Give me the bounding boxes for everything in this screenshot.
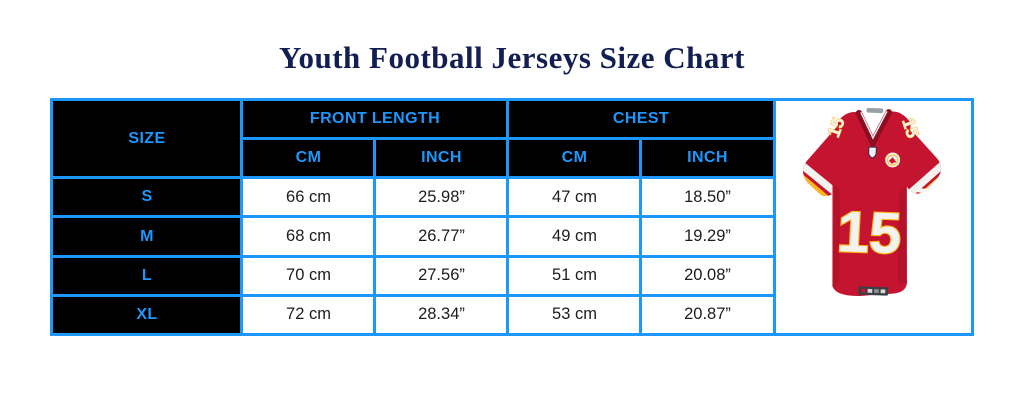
col-header-size: SIZE (50, 97, 244, 180)
col-header-chest: CHEST (506, 97, 776, 141)
jersey-image-cell: 15 15 15 (772, 98, 974, 336)
size-chart-table: SIZE FRONT LENGTH CHEST (50, 97, 974, 337)
chest-inch-value: 20.08” (639, 254, 776, 297)
col-header-chest-cm: CM (506, 137, 643, 180)
chest-cm-value: 53 cm (506, 293, 643, 337)
jock-tag (858, 286, 889, 296)
side-shadow (897, 185, 907, 285)
front-length-cm-value: 72 cm (240, 293, 377, 337)
jersey-number-chest: 15 (836, 200, 903, 266)
front-length-inch-value: 27.56” (373, 254, 510, 297)
jersey-product-image: 15 15 15 (802, 107, 943, 296)
chiefs-patch-icon (883, 150, 902, 170)
chest-inch-value: 20.87” (639, 293, 776, 337)
nfl-shield-icon (868, 146, 877, 159)
header-row-groups: SIZE FRONT LENGTH CHEST (50, 97, 974, 336)
chest-inch-value: 19.29” (639, 215, 776, 258)
hanger-loop (866, 107, 884, 114)
side-shadow-left (832, 183, 841, 287)
col-header-front-cm: CM (240, 137, 377, 180)
table-row-xl: XL 72 cm 28.34” 53 cm 20.87” (50, 293, 972, 337)
size-label: M (50, 215, 244, 258)
table-row-s: S 66 cm 25.98” 47 cm 18.50” (50, 176, 972, 219)
collar-trim (860, 111, 888, 140)
chest-inch-value: 18.50” (639, 176, 776, 219)
table-row-m: M 68 cm 26.77” 49 cm 19.29” (50, 215, 972, 258)
v-neck-collar (855, 109, 893, 150)
chest-cm-value: 51 cm (506, 254, 643, 297)
size-label: XL (50, 293, 244, 337)
chest-cm-value: 49 cm (506, 215, 643, 258)
table-row-l: L 70 cm 27.56” 51 cm 20.08” (50, 254, 972, 297)
header-row-units: CM INCH CM INCH (52, 137, 972, 180)
nike-swoosh-icon (911, 183, 936, 193)
page: Youth Football Jerseys Size Chart SIZE F… (50, 40, 974, 337)
chest-cm-value: 47 cm (506, 176, 643, 219)
page-title: Youth Football Jerseys Size Chart (279, 40, 745, 75)
front-length-cm-value: 70 cm (240, 254, 377, 297)
front-length-inch-value: 28.34” (373, 293, 510, 337)
col-header-front-inch: INCH (373, 137, 510, 180)
front-length-cm-value: 66 cm (240, 176, 377, 219)
size-label: L (50, 254, 244, 297)
front-length-inch-value: 26.77” (373, 215, 510, 258)
col-header-chest-inch: INCH (639, 137, 776, 180)
jersey-graphic: 15 15 15 (802, 107, 943, 296)
front-length-inch-value: 25.98” (373, 176, 510, 219)
front-length-cm-value: 68 cm (240, 215, 377, 258)
size-label: S (50, 176, 244, 219)
col-header-front-length: FRONT LENGTH (240, 97, 510, 141)
